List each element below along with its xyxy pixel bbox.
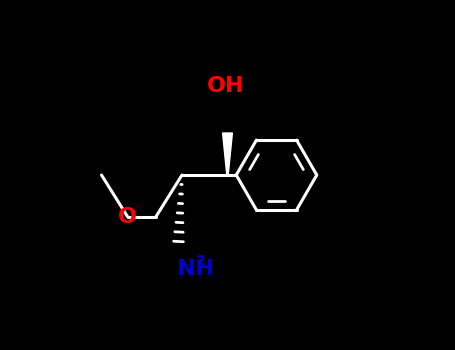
Text: NH: NH (177, 259, 214, 279)
Text: O: O (118, 207, 137, 227)
Polygon shape (222, 133, 233, 175)
Text: 2: 2 (196, 254, 206, 268)
Text: OH: OH (207, 76, 244, 96)
